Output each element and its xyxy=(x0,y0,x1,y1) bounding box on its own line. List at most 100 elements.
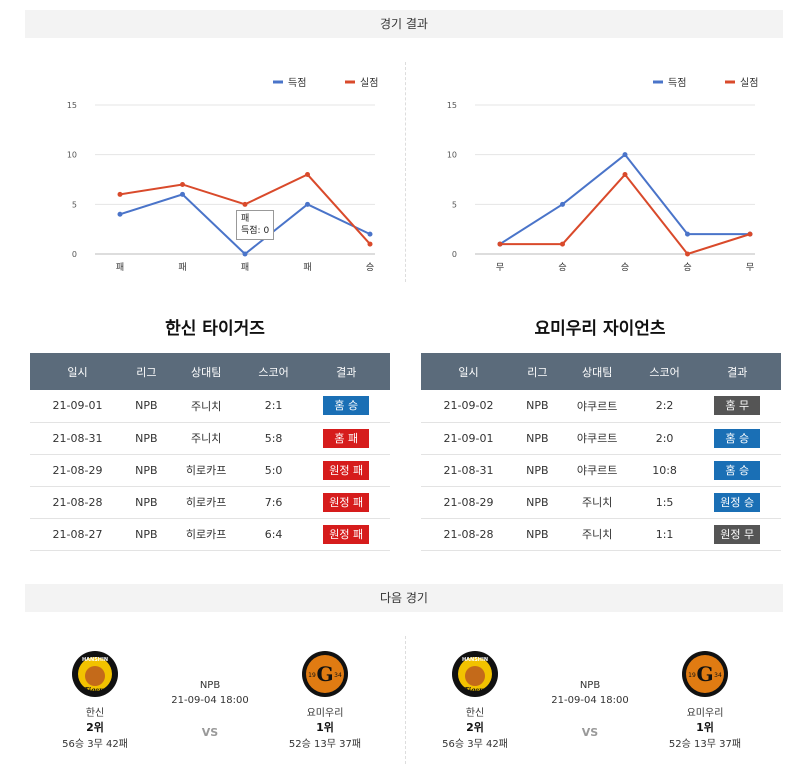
data-point xyxy=(560,201,565,207)
data-point xyxy=(305,201,310,207)
table-header-cell: 일시 xyxy=(30,353,125,390)
score-cell: 7:6 xyxy=(244,486,303,519)
opponent-cell: 야쿠르트 xyxy=(558,390,636,423)
table-header-cell: 스코어 xyxy=(635,353,694,390)
svg-text:34: 34 xyxy=(714,672,722,679)
next-game-card[interactable]: HANSHIN Tigers 한신 2위 56승 3무 42패 G 19 34 요미우리 1위 52… xyxy=(25,640,405,760)
opponent-cell: 주니치 xyxy=(167,422,245,455)
data-point xyxy=(367,231,373,237)
league-cell: NPB xyxy=(516,454,559,487)
date-cell: 21-08-28 xyxy=(30,486,125,519)
result-badge: 원정 승 xyxy=(714,492,761,512)
y-tick-label: 10 xyxy=(67,151,77,160)
hanshin-logo-icon: HANSHIN Tigers xyxy=(72,651,118,697)
y-tick-label: 0 xyxy=(72,250,77,259)
tooltip-text: 득점: 0 xyxy=(241,226,270,236)
x-tick-label: 패 xyxy=(116,262,124,273)
line-chart-svg: 0 5 10 15 무 승 승 승 무 득점 실점 xyxy=(447,77,759,273)
table-header-cell: 리그 xyxy=(125,353,168,390)
away-team[interactable]: G 19 34 요미우리 1위 52승 13무 37패 xyxy=(275,650,375,750)
away-team[interactable]: G 19 34 요미우리 1위 52승 13무 37패 xyxy=(655,650,755,750)
table-row: 21-09-02 NPB 야쿠르트 2:2 홈 무 xyxy=(421,390,781,423)
date-cell: 21-08-27 xyxy=(30,518,125,551)
result-cell: 홈 패 xyxy=(302,422,390,455)
score-cell: 2:0 xyxy=(635,422,694,455)
table-header-cell: 스코어 xyxy=(244,353,303,390)
next-section-header: 다음 경기 xyxy=(25,584,783,612)
table-header-cell: 상대팀 xyxy=(167,353,245,390)
team-name[interactable]: 요미우리 xyxy=(306,708,344,719)
next-game-card[interactable]: HANSHIN Tigers 한신 2위 56승 3무 42패 G 19 34 요미우리 1위 52… xyxy=(405,640,785,760)
team-title-hanshin: 한신 타이거즈 xyxy=(165,319,265,339)
legend-label: 실점 xyxy=(740,77,758,89)
home-team[interactable]: HANSHIN Tigers 한신 2위 56승 3무 42패 xyxy=(425,650,525,750)
x-tick-label: 승 xyxy=(366,262,374,273)
result-badge: 홈 무 xyxy=(714,396,761,416)
vs-label: VS xyxy=(201,726,219,739)
yomiuri-score-chart: 0 5 10 15 무 승 승 승 무 득점 실점 xyxy=(405,60,785,280)
svg-text:Tigers: Tigers xyxy=(464,687,486,694)
legend-label: 득점 xyxy=(668,77,686,89)
table-row: 21-08-28 NPB 주니치 1:1 원정 무 xyxy=(421,518,781,551)
results-section-header: 경기 결과 xyxy=(25,10,783,38)
data-point xyxy=(685,251,690,257)
legend-label: 실점 xyxy=(360,77,378,89)
svg-text:G: G xyxy=(696,662,713,686)
team-name[interactable]: 요미우리 xyxy=(686,708,724,719)
next-divider xyxy=(405,636,406,764)
table-header-cell: 리그 xyxy=(516,353,559,390)
opponent-cell: 히로카프 xyxy=(167,454,245,487)
data-point xyxy=(367,241,373,247)
opponent-cell: 히로카프 xyxy=(167,518,245,551)
date-cell: 21-08-31 xyxy=(421,454,516,487)
table-row: 21-08-29 NPB 주니치 1:5 원정 승 xyxy=(421,486,781,519)
match-datetime: 21-09-04 18:00 xyxy=(551,695,629,706)
result-cell: 원정 무 xyxy=(693,518,781,551)
x-tick-label: 패 xyxy=(241,262,249,273)
result-cell: 원정 승 xyxy=(693,486,781,519)
score-cell: 5:8 xyxy=(244,422,303,455)
team-record: 52승 13무 37패 xyxy=(668,739,742,750)
team-rank: 1위 xyxy=(696,721,714,734)
match-league: NPB xyxy=(199,680,221,691)
score-cell: 5:0 xyxy=(244,454,303,487)
team-record: 52승 13무 37패 xyxy=(288,739,362,750)
svg-text:19: 19 xyxy=(688,672,696,679)
legend-label: 득점 xyxy=(288,77,306,89)
table-row: 21-08-27 NPB 히로카프 6:4 원정 패 xyxy=(30,518,390,551)
home-team[interactable]: HANSHIN Tigers 한신 2위 56승 3무 42패 xyxy=(45,650,145,750)
yomiuri-logo-icon: G19 34 xyxy=(302,651,348,697)
league-cell: NPB xyxy=(125,422,168,455)
svg-text:HANSHIN: HANSHIN xyxy=(82,657,108,663)
date-cell: 21-08-31 xyxy=(30,422,125,455)
match-league: NPB xyxy=(579,680,601,691)
data-point xyxy=(117,191,123,197)
team-title-yomiuri: 요미우리 자이언츠 xyxy=(534,319,666,339)
league-cell: NPB xyxy=(125,454,168,487)
date-cell: 21-09-01 xyxy=(421,422,516,455)
table-row: 21-08-31 NPB 주니치 5:8 홈 패 xyxy=(30,422,390,455)
team-name[interactable]: 한신 xyxy=(465,708,485,719)
y-tick-label: 5 xyxy=(452,200,457,209)
result-cell: 홈 무 xyxy=(693,390,781,423)
hanshin-score-chart: 0 5 10 15 패 패 패 패 승 득점 실점 xyxy=(25,60,405,280)
y-tick-label: 15 xyxy=(67,101,77,110)
result-cell: 홈 승 xyxy=(693,422,781,455)
team-rank: 1위 xyxy=(316,721,334,734)
opponent-cell: 주니치 xyxy=(167,390,245,423)
data-point xyxy=(180,191,185,197)
yomiuri-results-table: 일시 리그 상대팀 스코어 결과 21-09-02 NPB 야쿠르트 2:2 홈 무 21-09-0… xyxy=(421,353,781,551)
svg-text:34: 34 xyxy=(334,672,342,679)
league-cell: NPB xyxy=(516,390,559,423)
team-name[interactable]: 한신 xyxy=(85,708,105,719)
result-badge: 원정 패 xyxy=(323,524,370,544)
opponent-cell: 주니치 xyxy=(558,518,636,551)
opponent-cell: 야쿠르트 xyxy=(558,422,636,455)
team-record: 56승 3무 42패 xyxy=(442,739,508,750)
data-point xyxy=(242,201,248,207)
data-point xyxy=(685,231,690,237)
data-point xyxy=(747,231,753,237)
hanshin-results-table: 일시 리그 상대팀 스코어 결과 21-09-01 NPB 주니치 2:1 홈 승 21-08-31… xyxy=(30,353,390,551)
score-cell: 2:2 xyxy=(635,390,694,423)
data-point xyxy=(180,181,185,187)
